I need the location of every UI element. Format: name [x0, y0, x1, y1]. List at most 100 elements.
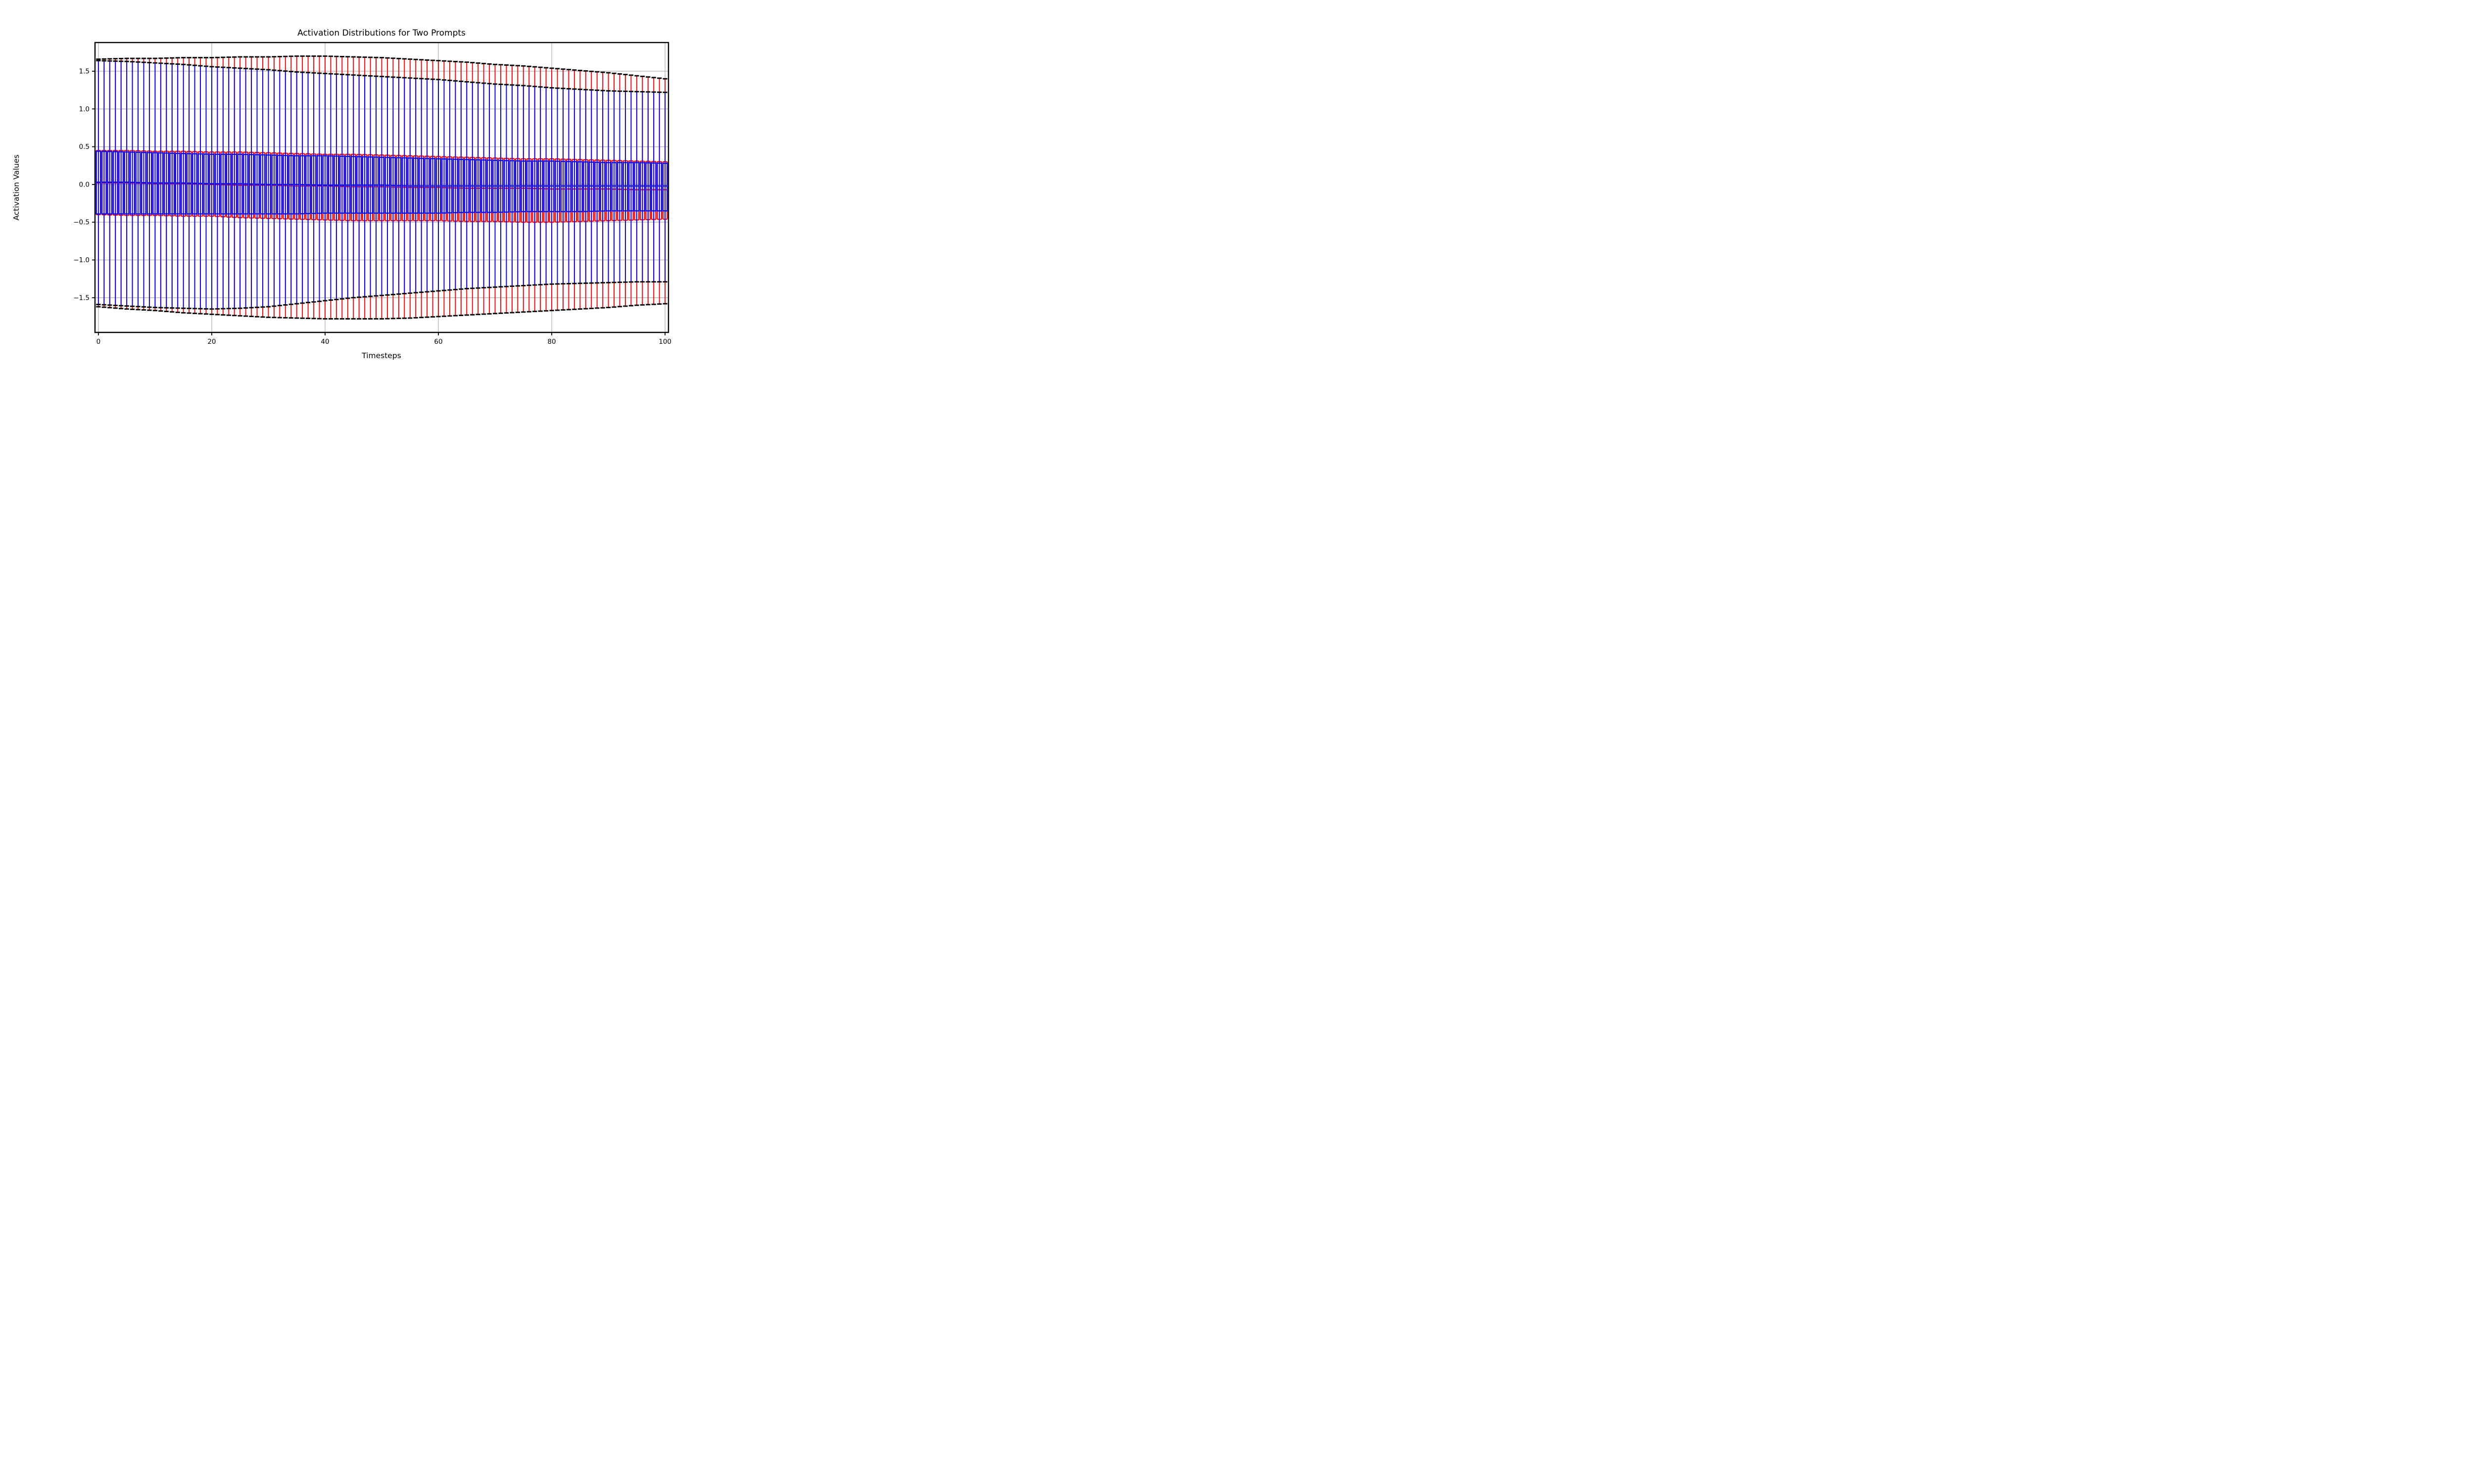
box-blue	[379, 156, 384, 214]
box-column	[657, 77, 663, 305]
box-column	[452, 61, 458, 317]
box-column	[124, 57, 130, 310]
box-column	[339, 55, 345, 320]
box-blue	[350, 156, 356, 214]
box-blue	[606, 162, 612, 212]
x-tick-label: 20	[207, 338, 216, 346]
box-column	[237, 56, 243, 317]
box-blue	[271, 154, 277, 215]
box-column	[526, 65, 532, 313]
box-blue	[526, 160, 532, 212]
box-blue	[345, 155, 351, 214]
box-column	[163, 57, 169, 312]
box-column	[441, 60, 447, 317]
box-column	[322, 55, 328, 320]
box-blue	[333, 155, 339, 214]
box-column	[107, 58, 113, 309]
box-blue	[368, 156, 374, 214]
box-column	[407, 58, 413, 319]
box-blue	[163, 152, 169, 215]
box-blue	[146, 152, 152, 215]
box-blue	[498, 160, 504, 213]
box-blue	[458, 159, 464, 213]
box-column	[220, 56, 226, 316]
box-blue	[577, 161, 583, 212]
box-blue	[209, 153, 215, 215]
box-column	[543, 67, 549, 312]
box-blue	[396, 157, 402, 214]
box-column	[639, 75, 645, 306]
box-blue	[509, 160, 515, 213]
box-blue	[504, 160, 509, 213]
box-column	[203, 57, 209, 315]
plot-title: Activation Distributions for Two Prompts	[297, 28, 466, 38]
box-column	[435, 60, 441, 318]
box-column	[283, 55, 288, 319]
box-column	[424, 59, 430, 318]
box-blue	[486, 159, 492, 213]
box-column	[401, 58, 407, 319]
box-blue	[662, 163, 668, 212]
box-blue	[424, 158, 430, 214]
box-column	[549, 67, 555, 312]
chart-canvas: 0 20 40 60 80 100 −1.5 −1.0 −0.5 0.0 0.5 1.0 1.5 Act…	[12, 28, 671, 360]
box-blue	[611, 162, 617, 212]
box-blue	[390, 157, 396, 214]
box-blue	[407, 157, 413, 214]
y-tick-label: −1.0	[73, 256, 90, 264]
box-blue	[543, 160, 549, 212]
box-blue	[220, 153, 226, 215]
box-column	[606, 72, 612, 309]
box-column	[277, 55, 283, 319]
box-blue	[594, 161, 600, 212]
box-column	[515, 65, 521, 313]
box-column	[492, 63, 498, 315]
boxplot-figure: 0 20 40 60 80 100 −1.5 −1.0 −0.5 0.0 0.5 1.0 1.5 Act…	[0, 0, 742, 371]
box-column	[475, 62, 481, 316]
box-blue	[560, 161, 566, 212]
box-column	[583, 70, 589, 310]
box-column	[271, 56, 277, 319]
box-column	[112, 58, 118, 309]
box-column	[135, 57, 141, 311]
box-blue	[384, 157, 390, 214]
box-column	[577, 70, 583, 310]
x-axis-label: Timesteps	[361, 351, 401, 360]
box-blue	[628, 162, 634, 212]
box-blue	[101, 150, 107, 215]
box-blue	[237, 153, 243, 215]
box-blue	[135, 151, 141, 215]
box-column	[645, 76, 651, 306]
box-column	[588, 70, 594, 309]
box-column	[192, 57, 198, 314]
box-column	[130, 57, 136, 310]
box-blue	[588, 161, 594, 212]
box-blue	[339, 155, 345, 214]
box-blue	[112, 151, 118, 215]
box-blue	[475, 159, 481, 213]
box-column	[118, 57, 124, 310]
box-blue	[413, 157, 419, 214]
y-tick-label: 0.0	[79, 181, 90, 188]
box-blue	[130, 151, 136, 215]
box-column	[464, 61, 470, 316]
box-column	[294, 55, 300, 319]
box-column	[254, 56, 260, 318]
box-column	[396, 57, 402, 320]
box-blue	[634, 162, 640, 212]
box-blue	[492, 159, 498, 213]
box-column	[260, 56, 266, 318]
y-tick-label: 0.5	[79, 143, 90, 151]
box-blue	[124, 151, 130, 215]
box-column	[419, 59, 425, 319]
box-blue	[537, 160, 543, 212]
box-blue	[373, 156, 379, 214]
box-blue	[175, 152, 181, 215]
box-column	[379, 57, 384, 320]
box-blue	[447, 158, 453, 214]
box-blue	[232, 153, 238, 215]
y-tick-label: 1.5	[79, 67, 90, 75]
box-blue	[277, 154, 283, 215]
box-column	[413, 58, 419, 319]
box-blue	[243, 154, 249, 215]
